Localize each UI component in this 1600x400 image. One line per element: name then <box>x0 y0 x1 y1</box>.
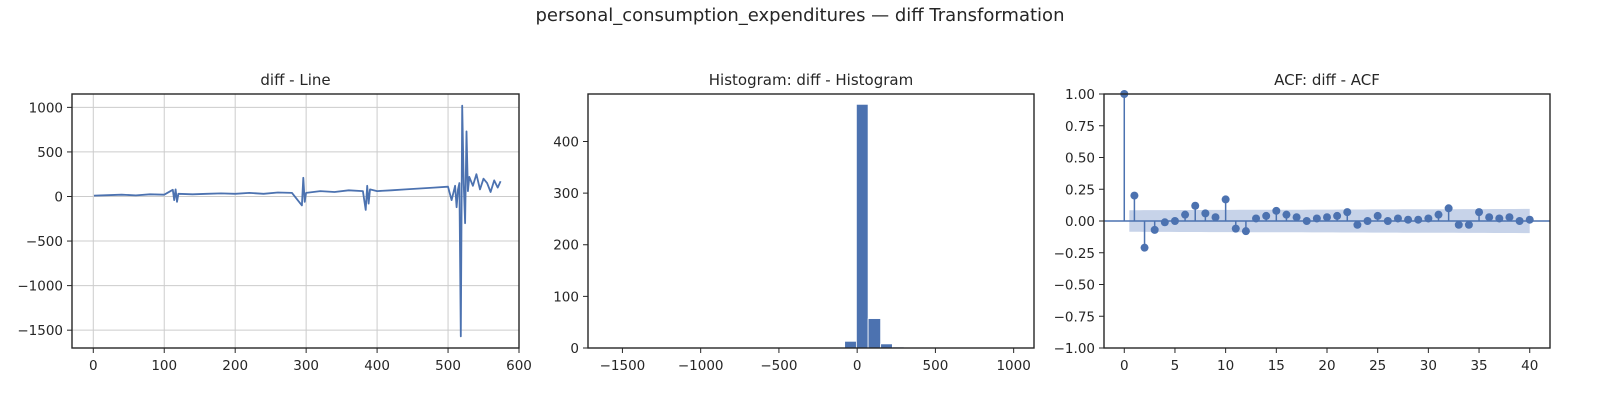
y-tick-label: −0.75 <box>1054 309 1095 325</box>
acf-point <box>1454 220 1463 229</box>
acf-point <box>1130 191 1139 200</box>
x-tick-label: 200 <box>222 358 248 374</box>
acf-point <box>1424 214 1433 223</box>
panel-title: ACF: diff - ACF <box>1274 71 1380 89</box>
acf-panel: 0 5 10 15 20 25 30 35 40 −1.00 −0.75 −0.50 −0.25 0.00… <box>1054 71 1551 374</box>
panel-title: diff - Line <box>260 71 330 89</box>
x-tick-label: −1500 <box>600 358 646 374</box>
acf-point <box>1221 195 1230 204</box>
y-tick-label: 0.25 <box>1065 182 1095 198</box>
x-tick-label: 30 <box>1420 358 1437 374</box>
x-tick-label: 35 <box>1470 358 1487 374</box>
x-tick-label: −1000 <box>678 358 724 374</box>
acf-point <box>1312 214 1321 223</box>
acf-point <box>1211 213 1220 222</box>
x-tick-label: 400 <box>364 358 390 374</box>
histogram-bar <box>855 103 869 349</box>
y-tick-label: −1500 <box>17 323 63 339</box>
acf-point <box>1464 220 1473 229</box>
acf-point <box>1444 204 1453 213</box>
series-line <box>93 104 502 338</box>
y-tick-label: −1.00 <box>1054 341 1095 357</box>
acf-point <box>1262 211 1271 220</box>
x-tick-label: 0 <box>853 358 862 374</box>
y-tick-label: 1000 <box>29 100 63 116</box>
acf-point <box>1150 225 1159 234</box>
y-tick-label: 100 <box>553 289 579 305</box>
panel-title: Histogram: diff - Histogram <box>709 71 913 89</box>
acf-point <box>1201 209 1210 218</box>
x-tick-label: 0 <box>89 358 98 374</box>
acf-point <box>1252 214 1261 223</box>
x-tick-label: −500 <box>760 358 797 374</box>
x-tick-label: 15 <box>1268 358 1285 374</box>
acf-point <box>1353 220 1362 229</box>
x-tick-label: 10 <box>1217 358 1234 374</box>
y-tick-label: 0 <box>54 189 63 205</box>
acf-point <box>1404 215 1413 224</box>
y-tick-label: 300 <box>553 186 579 202</box>
axes-frame <box>71 93 520 349</box>
y-tick-label: 400 <box>553 134 579 150</box>
acf-point <box>1181 210 1190 219</box>
x-tick-label: 100 <box>151 358 177 374</box>
x-tick-label: 600 <box>506 358 532 374</box>
line-panel: 0 100 200 300 400 500 600 −1500 −1000 −500 0 500 100… <box>17 71 532 374</box>
acf-point <box>1343 208 1352 217</box>
y-tick-label: 0.50 <box>1065 151 1095 167</box>
acf-point <box>1323 213 1331 222</box>
y-tick-label: 1.00 <box>1065 87 1095 103</box>
y-tick-label: 500 <box>37 145 63 161</box>
acf-point <box>1485 213 1494 222</box>
x-tick-label: 20 <box>1318 358 1335 374</box>
x-tick-label: 500 <box>435 358 461 374</box>
acf-point <box>1292 213 1301 222</box>
acf-point <box>1231 224 1240 233</box>
x-tick-label: 1000 <box>996 358 1030 374</box>
x-tick-label: 300 <box>293 358 319 374</box>
acf-point <box>1383 217 1392 225</box>
x-tick-label: 40 <box>1521 358 1538 374</box>
acf-point <box>1495 214 1504 223</box>
axes-frame <box>587 93 1035 349</box>
x-tick-label: 0 <box>1120 358 1129 374</box>
acf-point <box>1160 218 1169 227</box>
acf-point <box>1373 211 1382 220</box>
acf-point <box>1302 217 1311 225</box>
acf-point <box>1140 243 1149 252</box>
y-tick-label: −1000 <box>17 279 63 295</box>
y-tick-label: −0.25 <box>1054 246 1095 262</box>
acf-point <box>1525 215 1534 224</box>
acf-point <box>1333 211 1342 220</box>
acf-point <box>1505 213 1514 222</box>
x-tick-label: 5 <box>1171 358 1180 374</box>
histogram-bar <box>867 318 882 349</box>
x-tick-label: 500 <box>923 358 949 374</box>
y-tick-label: −0.50 <box>1054 278 1095 294</box>
acf-point <box>1363 217 1372 225</box>
acf-point <box>1393 214 1402 223</box>
acf-point <box>1515 217 1524 225</box>
histogram-bar <box>844 340 857 349</box>
y-tick-label: 200 <box>553 238 579 254</box>
y-tick-label: 0.00 <box>1065 214 1095 230</box>
histogram-panel: −1500 −1000 −500 0 500 1000 0 100 200 300 400 Histo… <box>553 71 1035 374</box>
figure-title: personal_consumption_expenditures — diff… <box>536 5 1065 26</box>
acf-point <box>1191 201 1200 210</box>
acf-point <box>1170 217 1179 225</box>
y-tick-label: 0.75 <box>1065 119 1095 135</box>
x-tick-label: 25 <box>1369 358 1386 374</box>
y-tick-label: −500 <box>26 234 63 250</box>
acf-point <box>1272 206 1281 215</box>
acf-point <box>1282 210 1291 219</box>
acf-point <box>1414 215 1423 224</box>
acf-point <box>1241 227 1250 236</box>
acf-point <box>1475 208 1484 217</box>
y-tick-label: 0 <box>570 341 579 357</box>
acf-point <box>1434 210 1443 219</box>
